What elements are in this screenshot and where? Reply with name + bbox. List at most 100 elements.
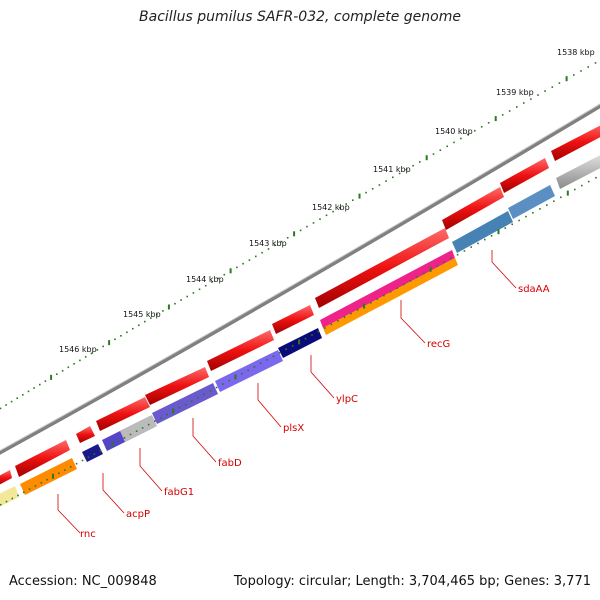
scale-tick-29 [162,310,164,312]
scale-tick-61 [365,191,367,194]
scale-tick-37 [211,281,213,283]
scale-label-1544: 1544 kbp [186,275,224,284]
scale-tick-23 [126,331,128,334]
scale-tick-16 [84,356,87,358]
inner-tick-1 [0,503,2,506]
scale-tick-46 [267,248,270,250]
scale-tick-77 [474,129,476,132]
inner-tick-34 [197,396,199,399]
scale-tick-35 [198,288,201,291]
inner-tick-67 [409,280,412,282]
inner-tick-10 [52,473,54,479]
scale-tick-44 [255,255,257,258]
inner-tick-50 [298,339,301,345]
connector-plsX [257,383,282,428]
scale-tick-25 [138,324,140,326]
inner-tick-23 [129,433,132,436]
gene-forward-ylpC [207,330,274,371]
inner-tick-32 [184,403,187,406]
inner-tick-88 [553,200,555,202]
scale-tick-54 [319,218,321,220]
scale-tick-87 [544,90,546,92]
inner-tick-43 [253,366,256,368]
inner-tick-14 [75,462,78,465]
cog-ylpC [215,350,283,392]
scale-tick-69 [419,161,421,163]
map-title: Bacillus pumilus SAFR-032, complete geno… [139,9,461,25]
scale-tick-8 [39,383,41,386]
scale-tick-32 [180,299,182,301]
inner-tick-16 [87,456,90,459]
scale-label-1538: 1538 kbp [557,48,595,57]
inner-tick-63 [383,294,385,297]
scale-tick-51 [299,229,302,232]
scale-tick-18 [96,349,99,351]
scale-tick-12 [61,370,64,372]
inner-tick-83 [518,219,520,222]
inner-tick-36 [209,390,212,392]
cog-extra-grey [556,155,600,189]
scale-tick-24 [132,327,134,330]
scale-tick-76 [467,133,469,136]
scale-tick-47 [274,244,276,247]
scale-tick-21 [114,338,116,341]
inner-tick-59 [356,309,359,311]
inner-tick-56 [337,320,339,322]
cog-sdaAA2 [508,185,555,219]
scale-tick-78 [480,126,483,128]
scale-tick-74 [453,141,455,144]
scale-tick-60 [358,193,361,199]
inner-tick-9 [46,478,48,481]
inner-tick-51 [304,337,307,340]
scale-tick-84 [523,102,525,104]
inner-tick-20 [111,441,114,447]
inner-tick-6 [28,488,31,490]
scale-tick-1 [0,407,2,410]
scale-tick-2 [5,404,7,406]
inner-tick-78 [484,238,486,241]
inner-tick-82 [511,223,513,226]
scale-tick-81 [501,114,504,116]
inner-tick-74 [456,253,459,256]
inner-tick-72 [443,261,445,263]
gene-forward-plsX [145,367,209,405]
scale-tick-39 [223,273,226,276]
gene-label-plsX: plsX [283,423,304,434]
gene-forward-ylpC2 [272,305,314,334]
scale-tick-7 [33,387,35,389]
connector-rnc [57,494,81,534]
inner-tick-31 [178,407,181,409]
inner-tick-61 [369,302,372,304]
gene-forward-acpP [15,440,70,477]
inner-tick-11 [58,472,60,475]
scale-tick-59 [352,199,354,201]
inner-tick-79 [490,235,493,237]
inner-tick-4 [17,494,19,497]
scale-tick-5 [22,394,24,396]
inner-tick-12 [64,469,66,471]
gene-forward-rnc [0,470,12,485]
inner-tick-33 [190,400,193,402]
scale-tick-15 [79,359,81,362]
scale-label-1545: 1545 kbp [123,310,161,319]
inner-tick-3 [11,497,14,500]
inner-tick-35 [203,393,205,396]
scale-tick-73 [446,145,448,148]
scale-label-1542: 1542 kbp [312,203,350,212]
genome-summary-text: Topology: circular; Length: 3,704,465 bp… [233,574,591,589]
scale-tick-88 [551,86,554,88]
forward-strand-track [0,125,600,485]
inner-tick-8 [40,482,43,484]
scale-tick-42 [242,262,244,265]
inner-tick-37 [215,386,218,389]
scale-tick-94 [594,62,597,64]
inner-tick-53 [317,330,320,333]
inner-tick-45 [266,359,268,361]
scale-label-1539: 1539 kbp [496,88,534,97]
scale-tick-64 [385,180,387,182]
cog-recG-pink [320,250,455,328]
scale-tick-79 [487,122,490,124]
scale-tick-58 [345,203,347,205]
scale-tick-31 [174,302,176,305]
inner-tick-87 [546,204,548,206]
